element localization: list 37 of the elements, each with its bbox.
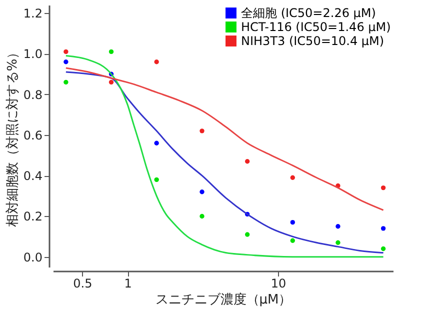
x-tick-label: 10: [270, 276, 286, 290]
point: [290, 238, 295, 243]
y-tick-label: 1.2: [23, 6, 42, 21]
point: [290, 220, 295, 225]
point: [200, 128, 204, 134]
y-tick-label: 0.0: [23, 250, 42, 264]
point: [244, 159, 250, 164]
point: [200, 190, 204, 194]
point: [64, 49, 68, 54]
point: [154, 60, 159, 64]
point: [336, 240, 340, 245]
x-tick-label: 0.5: [73, 276, 92, 290]
legend-label: 全細胞 (IC50=2.26 μM): [241, 6, 376, 20]
x-tick-label: 1: [124, 276, 132, 290]
point: [336, 224, 340, 229]
point: [380, 246, 386, 252]
x-axis-title: スニチニブ濃度（μM）: [155, 292, 292, 308]
legend-label: HCT-116 (IC50=1.46 μM): [241, 20, 391, 34]
point: [64, 80, 68, 85]
y-tick-label: 0.2: [23, 210, 42, 224]
point: [108, 49, 114, 54]
point: [64, 60, 68, 64]
point: [154, 140, 159, 146]
y-tick-label: 0.8: [23, 88, 42, 102]
point: [108, 80, 114, 85]
point: [380, 226, 386, 231]
point: [154, 177, 159, 182]
y-tick-label: 0.6: [23, 128, 42, 142]
legend-label: NIH3T3 (IC50=10.4 μM): [241, 34, 384, 48]
point: [290, 175, 295, 180]
point: [244, 232, 250, 237]
y-axis-title: 相対細胞数（対照に対する%）: [4, 46, 20, 228]
point: [200, 214, 204, 219]
line-series: [65, 67, 384, 211]
point: [380, 185, 386, 190]
y-tick-label: 0.4: [23, 169, 42, 184]
y-tick-label: 1.0: [23, 47, 42, 62]
